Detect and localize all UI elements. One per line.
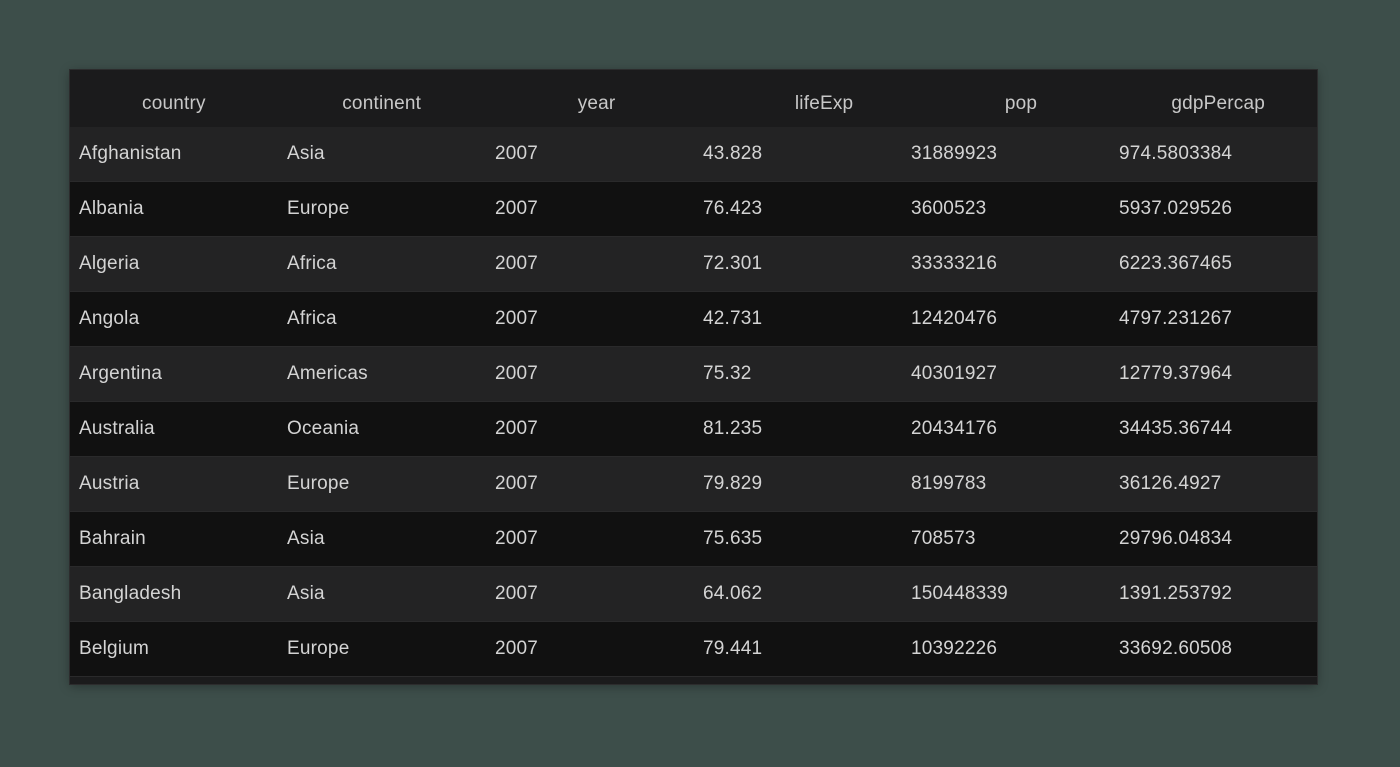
table-row[interactable]: Bahrain Asia 2007 75.635 708573 29796.04… <box>70 512 1317 567</box>
cell-lifeexp: 42.731 <box>703 308 763 329</box>
cell-year: 2007 <box>495 253 539 274</box>
cell-country: Australia <box>79 418 155 439</box>
cell-year: 2007 <box>495 363 539 384</box>
column-header-year[interactable]: year <box>577 93 616 114</box>
table-row[interactable]: Bangladesh Asia 2007 64.062 150448339 13… <box>70 567 1317 622</box>
table-row[interactable]: Austria Europe 2007 79.829 8199783 36126… <box>70 457 1317 512</box>
table-row[interactable]: Afghanistan Asia 2007 43.828 31889923 97… <box>70 127 1317 182</box>
cell-continent: Oceania <box>287 418 360 439</box>
cell-country: Belgium <box>79 638 150 659</box>
cell-lifeexp: 81.235 <box>703 418 763 439</box>
cell-pop: 40301927 <box>911 363 998 384</box>
cell-country: Afghanistan <box>79 143 182 164</box>
cell-country: Angola <box>79 308 140 329</box>
cell-gdppercap: 34435.36744 <box>1119 418 1233 439</box>
cell-lifeexp: 79.441 <box>703 638 763 659</box>
cell-lifeexp: 75.635 <box>703 528 763 549</box>
cell-pop: 150448339 <box>911 583 1008 604</box>
cell-year: 2007 <box>495 528 539 549</box>
cell-country: Bahrain <box>79 528 146 549</box>
cell-continent: Asia <box>287 143 325 164</box>
cell-year: 2007 <box>495 198 539 219</box>
cell-gdppercap: 29796.04834 <box>1119 528 1233 549</box>
cell-gdppercap: 974.5803384 <box>1119 143 1233 164</box>
cell-lifeexp: 64.062 <box>703 583 763 604</box>
cell-country: Austria <box>79 473 140 494</box>
cell-continent: Europe <box>287 198 350 219</box>
cell-pop: 708573 <box>911 528 976 549</box>
cell-year: 2007 <box>495 418 539 439</box>
cell-pop: 31889923 <box>911 143 998 164</box>
cell-pop: 3600523 <box>911 198 987 219</box>
cell-country: Albania <box>79 198 144 219</box>
table-row[interactable]: Argentina Americas 2007 75.32 40301927 1… <box>70 347 1317 402</box>
cell-continent: Europe <box>287 473 350 494</box>
cell-lifeexp: 76.423 <box>703 198 763 219</box>
column-header-lifeexp[interactable]: lifeExp <box>794 93 854 114</box>
table-row[interactable]: Angola Africa 2007 42.731 12420476 4797.… <box>70 292 1317 347</box>
column-header-country[interactable]: country <box>142 93 206 114</box>
cell-gdppercap: 12779.37964 <box>1119 363 1233 384</box>
table-header-row: country continent year lifeExp pop gdpPe… <box>70 81 1317 127</box>
cell-country: Algeria <box>79 253 140 274</box>
cell-continent: Europe <box>287 638 350 659</box>
column-header-pop[interactable]: pop <box>1004 93 1038 114</box>
cell-gdppercap: 4797.231267 <box>1119 308 1233 329</box>
cell-gdppercap: 6223.367465 <box>1119 253 1233 274</box>
cell-lifeexp: 79.829 <box>703 473 763 494</box>
cell-year: 2007 <box>495 143 539 164</box>
cell-continent: Africa <box>287 308 337 329</box>
cell-year: 2007 <box>495 583 539 604</box>
cell-pop: 33333216 <box>911 253 998 274</box>
cell-continent: Africa <box>287 253 337 274</box>
table-row[interactable]: Albania Europe 2007 76.423 3600523 5937.… <box>70 182 1317 237</box>
cell-gdppercap: 5937.029526 <box>1119 198 1233 219</box>
table-row[interactable]: Algeria Africa 2007 72.301 33333216 6223… <box>70 237 1317 292</box>
table-row[interactable]: Australia Oceania 2007 81.235 20434176 3… <box>70 402 1317 457</box>
cell-continent: Asia <box>287 528 325 549</box>
cell-country: Bangladesh <box>79 583 182 604</box>
column-header-gdppercap[interactable]: gdpPercap <box>1171 93 1266 114</box>
cell-pop: 12420476 <box>911 308 998 329</box>
cell-lifeexp: 72.301 <box>703 253 763 274</box>
cell-gdppercap: 33692.60508 <box>1119 638 1233 659</box>
cell-pop: 8199783 <box>911 473 987 494</box>
cell-gdppercap: 1391.253792 <box>1119 583 1233 604</box>
cell-gdppercap: 36126.4927 <box>1119 473 1222 494</box>
cell-lifeexp: 43.828 <box>703 143 763 164</box>
data-table-panel: country continent year lifeExp pop gdpPe… <box>70 70 1317 684</box>
column-header-continent[interactable]: continent <box>342 93 422 114</box>
cell-continent: Americas <box>287 363 368 384</box>
cell-year: 2007 <box>495 308 539 329</box>
cell-pop: 20434176 <box>911 418 998 439</box>
cell-year: 2007 <box>495 638 539 659</box>
cell-year: 2007 <box>495 473 539 494</box>
cell-pop: 10392226 <box>911 638 998 659</box>
cell-continent: Asia <box>287 583 325 604</box>
cell-lifeexp: 75.32 <box>703 363 752 384</box>
table-row[interactable]: Belgium Europe 2007 79.441 10392226 3369… <box>70 622 1317 677</box>
cell-country: Argentina <box>79 363 163 384</box>
data-table: country continent year lifeExp pop gdpPe… <box>70 81 1317 677</box>
